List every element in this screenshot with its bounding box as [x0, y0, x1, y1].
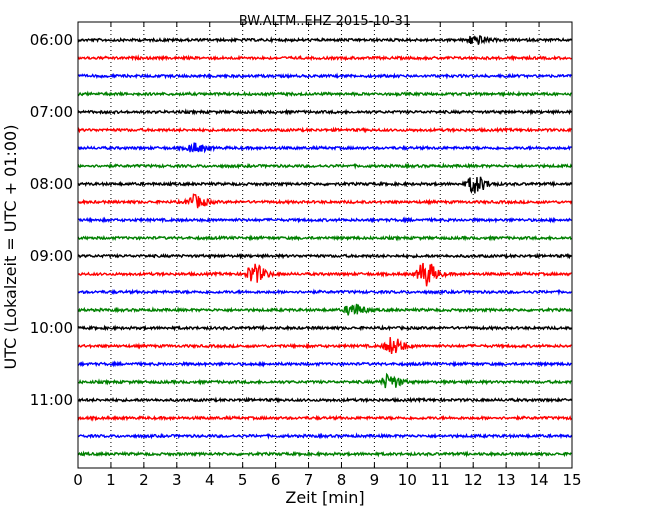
x-tick-label: 12: [464, 471, 483, 489]
seismic-trace: [77, 126, 572, 134]
seismic-trace: [77, 234, 573, 242]
seismic-trace: [77, 176, 572, 194]
seismic-trace: [77, 337, 572, 354]
seismic-trace: [77, 414, 573, 422]
y-tick-label: 08:00: [30, 175, 73, 193]
seismic-trace: [77, 360, 572, 368]
seismic-trace: [77, 90, 572, 98]
seismic-trace: [77, 216, 572, 224]
y-tick-label: 07:00: [30, 103, 73, 121]
seismic-trace: [78, 72, 573, 80]
x-tick-label: 6: [271, 471, 281, 489]
seismic-trace: [77, 54, 572, 62]
x-tick-label: 9: [370, 471, 380, 489]
seismic-trace: [77, 372, 572, 389]
x-tick-label: 15: [562, 471, 581, 489]
x-tick-label: 8: [337, 471, 347, 489]
x-tick-label: 10: [398, 471, 417, 489]
traces-layer: [77, 35, 573, 458]
seismic-trace: [78, 193, 573, 209]
seismic-trace: [77, 162, 573, 170]
seismic-trace: [77, 262, 572, 287]
seismic-trace: [77, 324, 572, 332]
x-tick-label: 11: [431, 471, 450, 489]
x-tick-label: 5: [238, 471, 248, 489]
x-tick-label: 4: [205, 471, 215, 489]
plot-frame: [77, 21, 573, 469]
seismic-trace: [77, 108, 573, 116]
seismic-trace: [77, 432, 573, 440]
y-tick-label: 09:00: [30, 247, 73, 265]
ticks-layer: 0 1 2 3 4 5 6 7 8 9 10 11 12 13 14 1506:0007:0008:0009:…: [30, 22, 582, 489]
y-tick-label: 10:00: [30, 319, 73, 337]
x-axis-label: Zeit [min]: [285, 488, 364, 507]
seismic-trace: [77, 396, 573, 404]
seismic-trace: [77, 303, 573, 316]
y-tick-label: 06:00: [30, 31, 73, 49]
seismic-trace: [77, 288, 572, 296]
seismic-trace: [77, 35, 573, 45]
x-tick-label: 1: [106, 471, 116, 489]
x-tick-label: 0: [73, 471, 83, 489]
y-axis-label: UTC (Lokalzeit = UTC + 01:00): [1, 125, 20, 370]
x-tick-label: 13: [497, 471, 516, 489]
x-tick-label: 7: [304, 471, 314, 489]
x-tick-label: 3: [172, 471, 182, 489]
x-tick-label: 2: [139, 471, 149, 489]
seismic-trace: [77, 142, 572, 154]
y-tick-label: 11:00: [30, 391, 73, 409]
seismic-trace: [77, 252, 573, 260]
x-tick-label: 14: [530, 471, 549, 489]
seismic-trace: [77, 450, 572, 458]
